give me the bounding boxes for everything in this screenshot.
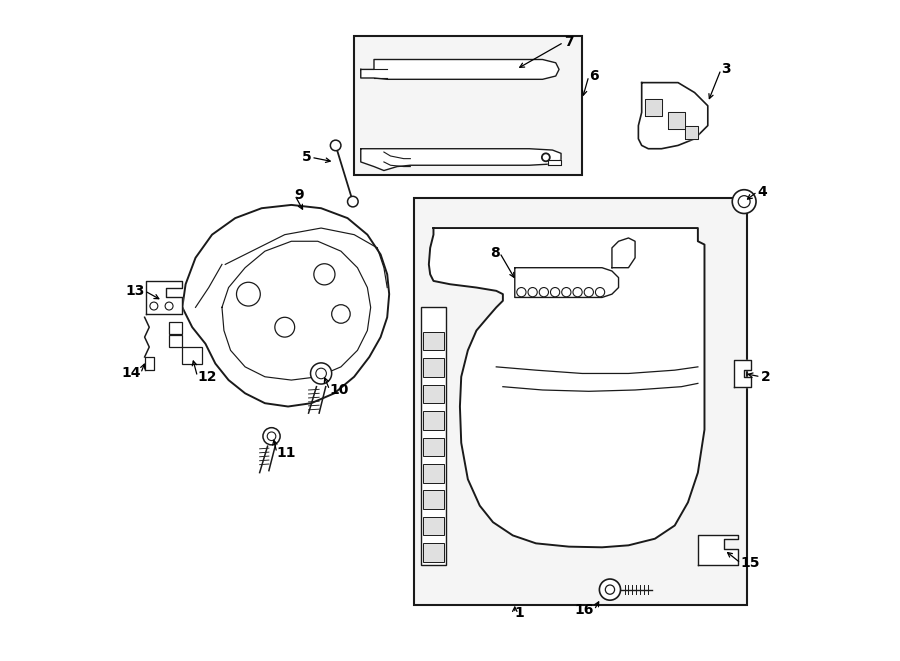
Bar (414, 198, 747, 605)
Text: 14: 14 (122, 366, 140, 381)
Text: 3: 3 (721, 62, 731, 77)
Circle shape (584, 288, 593, 297)
Polygon shape (645, 99, 662, 116)
Circle shape (733, 190, 756, 214)
Circle shape (599, 579, 620, 600)
Text: 6: 6 (589, 69, 598, 83)
Polygon shape (668, 112, 685, 129)
Bar (423, 464, 444, 483)
Polygon shape (146, 281, 183, 314)
Text: 5: 5 (302, 150, 311, 165)
Polygon shape (145, 357, 154, 370)
Circle shape (274, 317, 294, 337)
Bar (423, 438, 444, 456)
Bar (355, 36, 582, 175)
Circle shape (165, 302, 173, 310)
Circle shape (332, 305, 350, 323)
Text: 16: 16 (575, 603, 594, 617)
Circle shape (330, 140, 341, 151)
Circle shape (606, 585, 615, 594)
Text: 11: 11 (277, 446, 296, 460)
Bar (423, 411, 444, 430)
Circle shape (528, 288, 537, 297)
Circle shape (517, 288, 526, 297)
Circle shape (316, 368, 327, 379)
Polygon shape (685, 126, 698, 139)
Bar (423, 358, 444, 377)
Bar (423, 385, 444, 403)
Circle shape (347, 196, 358, 207)
Circle shape (596, 288, 605, 297)
Polygon shape (734, 360, 751, 387)
Text: 2: 2 (760, 369, 770, 384)
Circle shape (539, 288, 548, 297)
Bar (421, 307, 446, 565)
Circle shape (263, 428, 280, 445)
Bar (169, 322, 183, 334)
Text: 9: 9 (294, 188, 304, 202)
Polygon shape (638, 83, 707, 149)
Text: 1: 1 (515, 606, 525, 621)
Circle shape (150, 302, 158, 310)
Circle shape (738, 196, 750, 208)
Circle shape (314, 264, 335, 285)
Text: 4: 4 (758, 184, 767, 199)
Polygon shape (612, 238, 635, 268)
Circle shape (310, 363, 332, 384)
Text: 8: 8 (490, 245, 500, 260)
Circle shape (267, 432, 275, 440)
Polygon shape (361, 149, 561, 171)
Text: 10: 10 (329, 383, 349, 397)
Circle shape (551, 288, 560, 297)
Text: 15: 15 (741, 556, 760, 570)
Bar (423, 517, 444, 535)
Polygon shape (361, 59, 559, 79)
Polygon shape (548, 160, 561, 165)
Bar (183, 347, 202, 364)
Bar (423, 543, 444, 562)
Circle shape (562, 288, 571, 297)
Text: 7: 7 (563, 35, 573, 50)
Circle shape (237, 282, 260, 306)
Polygon shape (515, 268, 618, 297)
Circle shape (542, 153, 550, 161)
Text: 12: 12 (197, 369, 217, 384)
Circle shape (573, 288, 582, 297)
Polygon shape (183, 205, 389, 407)
Bar (169, 335, 183, 347)
Polygon shape (698, 535, 737, 565)
Polygon shape (428, 228, 705, 547)
Bar (423, 490, 444, 509)
Bar (423, 332, 444, 350)
Text: 13: 13 (125, 284, 145, 298)
